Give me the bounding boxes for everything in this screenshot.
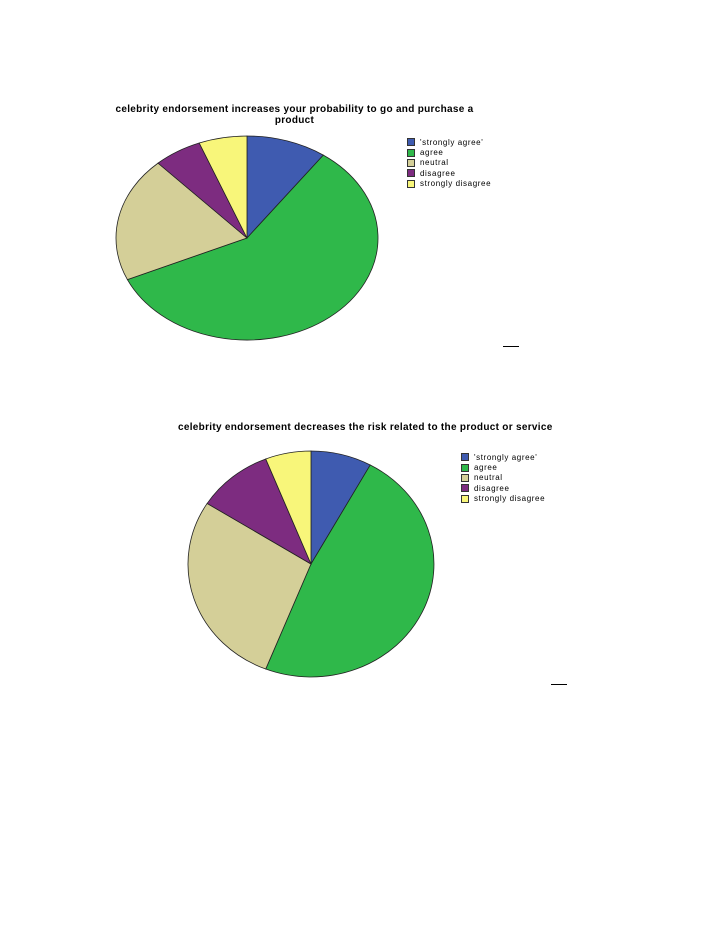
chart-2-slice-disagree: [206, 458, 312, 565]
chart-1-legend-label-neutral: neutral: [420, 158, 449, 168]
chart-2-legend-swatch-neutral: [461, 473, 469, 482]
chart-2-title: celebrity endorsement decreases the risk…: [178, 422, 553, 433]
chart-2-legend: 'strongly agree' agree neutral disagree …: [461, 452, 545, 504]
chart-1-title: celebrity endorsement increases your pro…: [115, 104, 474, 126]
chart-1-legend-item-strongly-agree: 'strongly agree': [407, 137, 491, 147]
chart-1-legend-item-strongly-disagree: strongly disagree: [407, 179, 491, 189]
chart-1-legend: 'strongly agree' agree neutral disagree …: [407, 137, 491, 189]
chart-1-legend-label-disagree: disagree: [420, 168, 456, 178]
chart-1-corner-mark: [503, 346, 519, 347]
chart-2-legend-label-strongly-agree: 'strongly agree': [474, 452, 538, 462]
chart-1-legend-swatch-disagree: [407, 169, 415, 178]
chart-2-legend-swatch-strongly-disagree: [461, 494, 469, 503]
chart-1-legend-swatch-neutral: [407, 158, 415, 167]
chart-2-slice-strongly-disagree: [265, 450, 312, 565]
chart-1-legend-swatch-strongly-disagree: [407, 179, 415, 188]
chart-2-legend-label-disagree: disagree: [474, 483, 510, 493]
chart-1-slice-strongly-agree: [246, 135, 324, 240]
chart-2-slice-agree: [265, 464, 435, 678]
chart-1-slice-agree: [126, 154, 379, 341]
chart-1-legend-label-strongly-agree: 'strongly agree': [420, 137, 484, 147]
chart-2-slice-neutral: [187, 502, 312, 670]
chart-2-legend-label-neutral: neutral: [474, 473, 503, 483]
chart-1-legend-swatch-agree: [407, 148, 415, 157]
chart-1-slice-strongly-disagree: [198, 135, 248, 239]
chart-2-corner-mark: [551, 684, 567, 685]
chart-2-legend-item-neutral: neutral: [461, 473, 545, 483]
chart-2-legend-label-strongly-disagree: strongly disagree: [474, 494, 546, 504]
chart-1-slice-neutral: [115, 162, 248, 281]
chart-2-legend-swatch-disagree: [461, 484, 469, 493]
chart-1-legend-swatch-strongly-agree: [407, 138, 415, 147]
chart-1-legend-label-strongly-disagree: strongly disagree: [420, 179, 492, 189]
chart-1-legend-item-agree: agree: [407, 147, 491, 157]
chart-1-legend-label-agree: agree: [420, 148, 444, 158]
chart-2-legend-swatch-agree: [461, 463, 469, 472]
chart-2-legend-item-strongly-agree: 'strongly agree': [461, 452, 545, 462]
chart-1-legend-item-disagree: disagree: [407, 168, 491, 178]
chart-2-legend-item-strongly-disagree: strongly disagree: [461, 494, 545, 504]
chart-1-legend-item-neutral: neutral: [407, 158, 491, 168]
chart-2-legend-item-agree: agree: [461, 462, 545, 472]
chart-2-legend-label-agree: agree: [474, 463, 498, 473]
chart-2-legend-item-disagree: disagree: [461, 483, 545, 493]
chart-2-legend-swatch-strongly-agree: [461, 453, 469, 462]
